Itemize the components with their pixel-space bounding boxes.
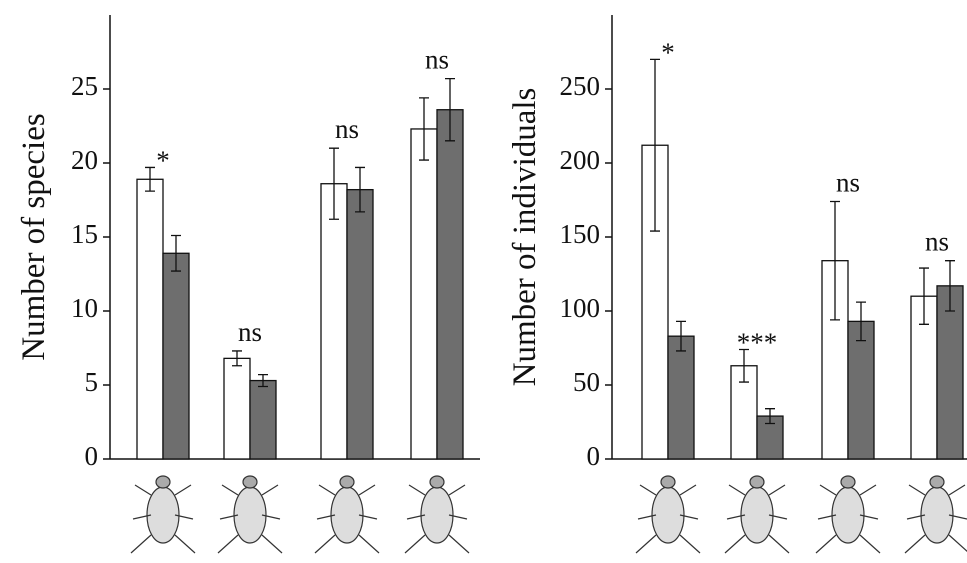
significance-label: ns: [425, 45, 449, 75]
insect-icon: [359, 485, 375, 495]
bar: [137, 179, 163, 459]
y-tick-label: 0: [85, 441, 99, 471]
significance-label: ns: [335, 114, 359, 144]
figure: Number of species Number of individuals …: [0, 0, 967, 563]
insect-icon: [921, 487, 953, 543]
insect-icon: [860, 535, 880, 553]
insect-icon: [147, 487, 179, 543]
insect-icon: [135, 485, 151, 495]
insect-icon: [661, 476, 675, 488]
insect-icon: [405, 535, 425, 553]
insect-icon: [820, 485, 836, 495]
insect-icon: [449, 485, 465, 495]
significance-label: *: [156, 145, 170, 175]
insect-icon: [680, 485, 696, 495]
insect-icon: [769, 485, 785, 495]
insect-icon: [832, 487, 864, 543]
y-tick-label: 250: [560, 71, 601, 101]
insect-icon: [741, 487, 773, 543]
bar: [250, 381, 276, 459]
insect-icon: [816, 535, 836, 553]
insect-icon: [315, 535, 335, 553]
insect-icon: [222, 485, 238, 495]
insect-icon: [949, 485, 965, 495]
y-tick-label: 0: [587, 441, 601, 471]
insect-icon: [725, 535, 745, 553]
insect-icon: [905, 535, 925, 553]
insect-icon: [131, 535, 151, 553]
significance-label: ns: [238, 317, 262, 347]
insect-icon: [750, 476, 764, 488]
insect-icon: [234, 487, 266, 543]
insect-icon: [769, 535, 789, 553]
bar: [411, 129, 437, 459]
insect-icon: [841, 476, 855, 488]
y-tick-label: 25: [71, 71, 98, 101]
insect-icon: [319, 485, 335, 495]
y-tick-label: 10: [71, 293, 98, 323]
insect-icon: [175, 485, 191, 495]
bar: [321, 184, 347, 459]
insect-icon: [636, 535, 656, 553]
insect-icon: [860, 485, 876, 495]
insect-icon: [331, 487, 363, 543]
insect-icon: [262, 485, 278, 495]
insect-icon: [243, 476, 257, 488]
bar: [937, 286, 963, 459]
bar: [668, 336, 694, 459]
y-tick-label: 15: [71, 219, 98, 249]
insect-icon: [156, 476, 170, 488]
insect-icon: [652, 487, 684, 543]
bar: [347, 190, 373, 459]
insect-icon: [359, 535, 379, 553]
significance-label: ***: [737, 327, 778, 357]
insect-icon: [729, 485, 745, 495]
y-tick-label: 200: [560, 145, 601, 175]
significance-label: *: [661, 37, 675, 67]
y-tick-label: 5: [85, 367, 99, 397]
insect-icon: [449, 535, 469, 553]
bar: [163, 253, 189, 459]
significance-label: ns: [925, 227, 949, 257]
insect-icon: [430, 476, 444, 488]
y-tick-label: 50: [573, 367, 600, 397]
y-tick-label: 150: [560, 219, 601, 249]
insect-icon: [175, 535, 195, 553]
y-axis-label: Number of individuals: [507, 88, 543, 387]
insect-icon: [909, 485, 925, 495]
insect-icon: [680, 535, 700, 553]
insect-icon: [262, 535, 282, 553]
bar: [224, 358, 250, 459]
bar: [437, 110, 463, 459]
insect-icon: [340, 476, 354, 488]
insect-icon: [421, 487, 453, 543]
y-tick-label: 20: [71, 145, 98, 175]
insect-icon: [218, 535, 238, 553]
insect-icon: [409, 485, 425, 495]
significance-label: ns: [836, 167, 860, 197]
insect-icon: [640, 485, 656, 495]
insect-icon: [949, 535, 967, 553]
y-tick-label: 100: [560, 293, 601, 323]
y-axis-label: Number of species: [16, 113, 52, 360]
insect-icon: [930, 476, 944, 488]
bar: [848, 321, 874, 459]
